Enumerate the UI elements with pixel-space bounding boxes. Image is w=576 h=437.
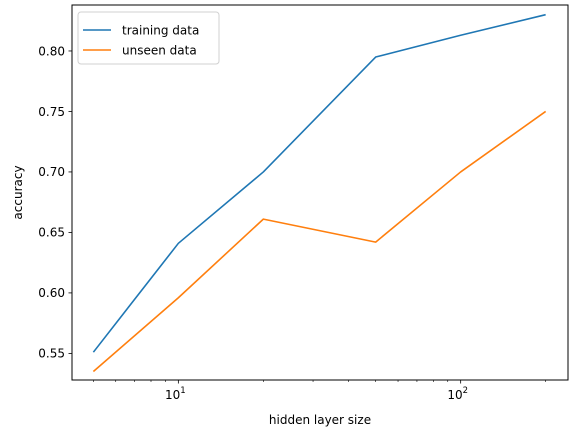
series-line-unseen-data (92, 110, 547, 373)
y-tick-label: 0.60 (38, 286, 65, 300)
legend-box (77, 11, 220, 65)
series-lines (92, 13, 547, 373)
legend-label: unseen data (122, 44, 197, 58)
x-tick-label: 101 (165, 386, 186, 402)
axis-ticks: 0.55 0.60 0.65 0.70 0.75 0.80 101 102 (38, 44, 546, 402)
y-tick-label: 0.75 (38, 105, 65, 119)
y-tick-label: 0.65 (38, 226, 65, 240)
legend: training data unseen data (77, 11, 220, 65)
series-line-training-data (92, 13, 546, 353)
legend-label: training data (122, 24, 199, 38)
x-axis-label: hidden layer size (269, 413, 371, 427)
y-tick-label: 0.55 (38, 347, 65, 361)
y-axis-label: accuracy (11, 165, 25, 219)
x-tick-label: 102 (447, 386, 468, 402)
y-tick-label: 0.80 (38, 44, 65, 58)
y-tick-label: 0.70 (38, 165, 65, 179)
